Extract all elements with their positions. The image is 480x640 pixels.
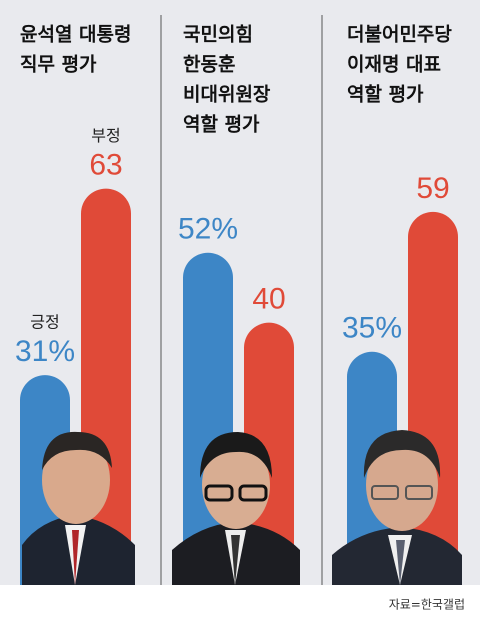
panel-title: 역할 평가 (347, 83, 424, 106)
value-label: 63 (89, 148, 122, 181)
value-label: 40 (252, 283, 285, 316)
panel-title: 역할 평가 (183, 113, 260, 136)
panel-title: 직무 평가 (20, 54, 97, 76)
panel-title: 비대위원장 (183, 84, 271, 106)
category-label: 부정 (91, 126, 120, 145)
photos (22, 430, 462, 585)
photo (22, 431, 135, 585)
value-label: 35% (342, 312, 402, 345)
panel-title: 국민의힘 (183, 24, 253, 46)
category-label: 긍정 (30, 313, 59, 332)
panel-title: 윤석열 대통령 (20, 24, 132, 46)
panel-title: 이재명 대표 (347, 54, 441, 76)
source: 자료=한국갤럽 (389, 598, 465, 612)
photo (332, 430, 462, 585)
bar (408, 211, 458, 585)
value-label: 31% (15, 335, 75, 368)
value-label: 59 (416, 172, 449, 205)
panel-title: 한동훈 (183, 53, 235, 76)
value-label: 52% (178, 213, 238, 246)
photo (172, 432, 300, 585)
panel-title: 더불어민주당 (347, 24, 452, 46)
